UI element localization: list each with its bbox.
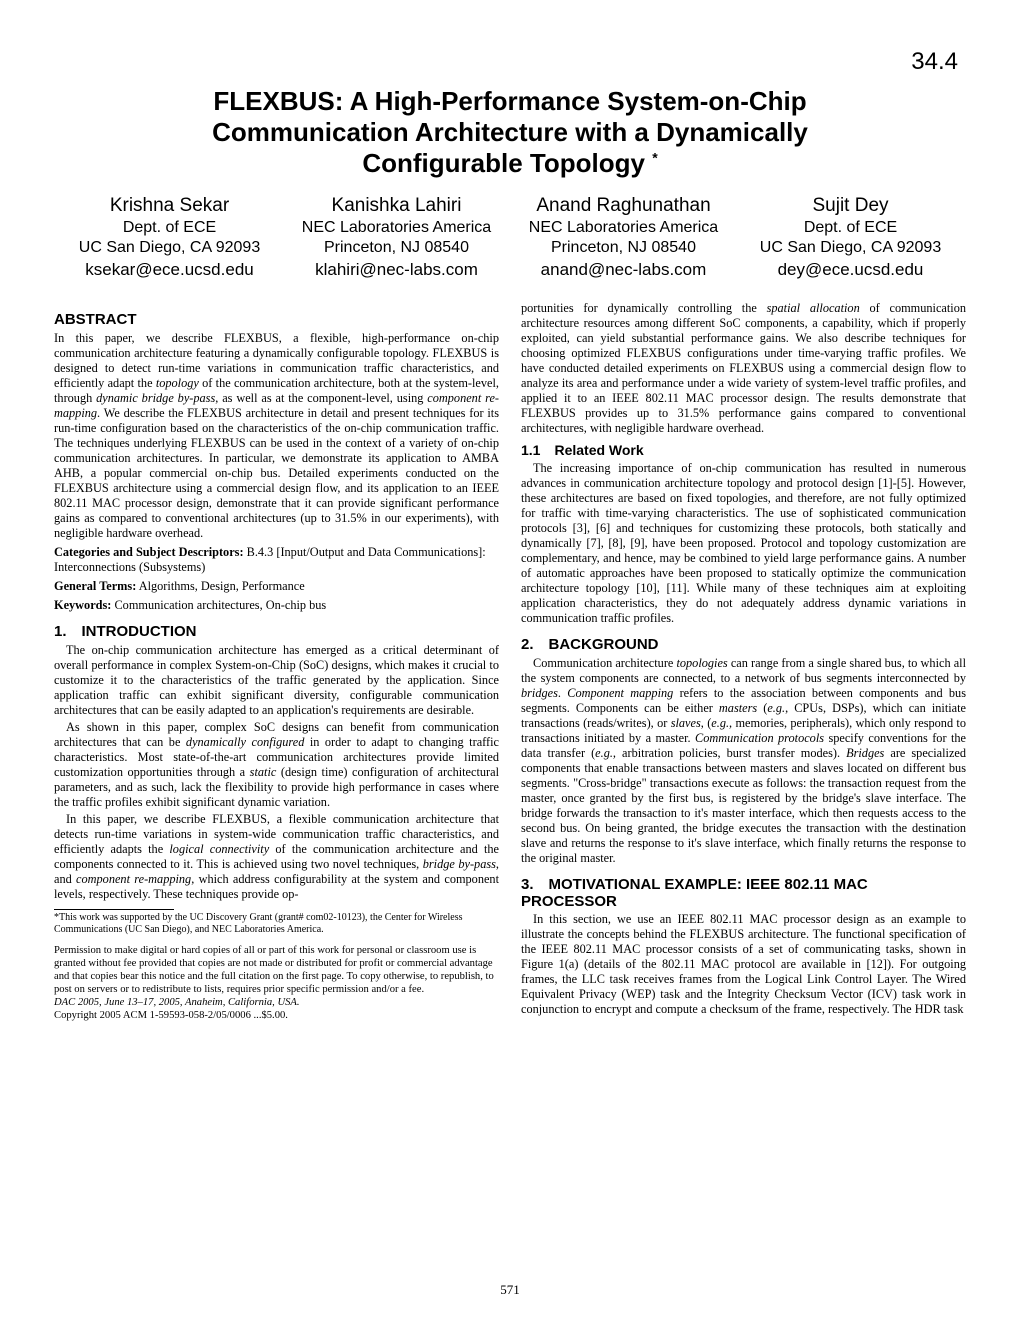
title-line-3-text: Configurable Topology [362, 148, 645, 178]
sec1-para3: In this paper, we describe FLEXBUS, a fl… [54, 812, 499, 902]
author-1-name: Krishna Sekar [60, 194, 279, 218]
keywords-text: Communication architectures, On-chip bus [111, 598, 326, 612]
author-3-name: Anand Raghunathan [514, 194, 733, 218]
abstract-heading: ABSTRACT [54, 311, 499, 329]
author-1-email: ksekar@ece.ucsd.edu [60, 259, 279, 281]
copyright-line: Copyright 2005 ACM 1-59593-058-2/05/0006… [54, 1010, 499, 1023]
right-column: portunities for dynamically controlling … [521, 301, 966, 1023]
title-footnote-marker: * [652, 150, 657, 166]
author-2-name: Kanishka Lahiri [287, 194, 506, 218]
permission-block: Permission to make digital or hard copie… [54, 945, 499, 1023]
venue-line: DAC 2005, June 13–17, 2005, Anaheim, Cal… [54, 997, 499, 1010]
author-2-affil2: Princeton, NJ 08540 [287, 238, 506, 258]
author-3-email: anand@nec-labs.com [514, 259, 733, 281]
sec11-para1: The increasing importance of on-chip com… [521, 461, 966, 626]
page-number: 571 [0, 1282, 1020, 1298]
abstract-text: In this paper, we describe FLEXBUS, a fl… [54, 331, 499, 541]
author-3: Anand Raghunathan NEC Laboratories Ameri… [510, 194, 737, 281]
author-4-name: Sujit Dey [741, 194, 960, 218]
keywords-label: Keywords: [54, 598, 111, 612]
keywords-line: Keywords: Communication architectures, O… [54, 598, 499, 613]
title-line-2: Communication Architecture with a Dynami… [54, 117, 966, 148]
author-3-affil2: Princeton, NJ 08540 [514, 238, 733, 258]
sec1-heading: 1. INTRODUCTION [54, 623, 499, 641]
author-1: Krishna Sekar Dept. of ECE UC San Diego,… [56, 194, 283, 281]
general-terms-line: General Terms: Algorithms, Design, Perfo… [54, 579, 499, 594]
author-2-affil1: NEC Laboratories America [287, 218, 506, 238]
session-number: 34.4 [911, 48, 958, 76]
sec1-para1: The on-chip communication architecture h… [54, 643, 499, 718]
sec11-heading: 1.1 Related Work [521, 442, 966, 459]
sec2-heading: 2. BACKGROUND [521, 636, 966, 654]
author-block: Krishna Sekar Dept. of ECE UC San Diego,… [56, 194, 964, 281]
permission-text: Permission to make digital or hard copie… [54, 945, 499, 997]
author-1-affil2: UC San Diego, CA 92093 [60, 238, 279, 258]
title-line-3: Configurable Topology * [54, 148, 966, 179]
author-4-affil1: Dept. of ECE [741, 218, 960, 238]
author-2-email: klahiri@nec-labs.com [287, 259, 506, 281]
author-1-affil1: Dept. of ECE [60, 218, 279, 238]
title-block: FLEXBUS: A High-Performance System-on-Ch… [54, 86, 966, 180]
footnote-text: *This work was supported by the UC Disco… [54, 912, 499, 936]
author-4: Sujit Dey Dept. of ECE UC San Diego, CA … [737, 194, 964, 281]
footnote-rule [54, 909, 174, 910]
general-terms-label: General Terms: [54, 579, 136, 593]
categories-line: Categories and Subject Descriptors: B.4.… [54, 545, 499, 575]
author-4-email: dey@ece.ucsd.edu [741, 259, 960, 281]
body-columns: ABSTRACT In this paper, we describe FLEX… [54, 301, 966, 1023]
author-4-affil2: UC San Diego, CA 92093 [741, 238, 960, 258]
general-terms-text: Algorithms, Design, Performance [136, 579, 304, 593]
sec1-para3-cont: portunities for dynamically controlling … [521, 301, 966, 436]
sec3-heading: 3. MOTIVATIONAL EXAMPLE: IEEE 802.11 MAC… [521, 876, 966, 911]
author-3-affil1: NEC Laboratories America [514, 218, 733, 238]
left-column: ABSTRACT In this paper, we describe FLEX… [54, 301, 499, 1023]
categories-label: Categories and Subject Descriptors: [54, 545, 244, 559]
author-2: Kanishka Lahiri NEC Laboratories America… [283, 194, 510, 281]
title-line-1: FLEXBUS: A High-Performance System-on-Ch… [54, 86, 966, 117]
sec1-para2: As shown in this paper, complex SoC desi… [54, 720, 499, 810]
sec3-para1: In this section, we use an IEEE 802.11 M… [521, 912, 966, 1017]
sec2-para1: Communication architecture topologies ca… [521, 656, 966, 866]
